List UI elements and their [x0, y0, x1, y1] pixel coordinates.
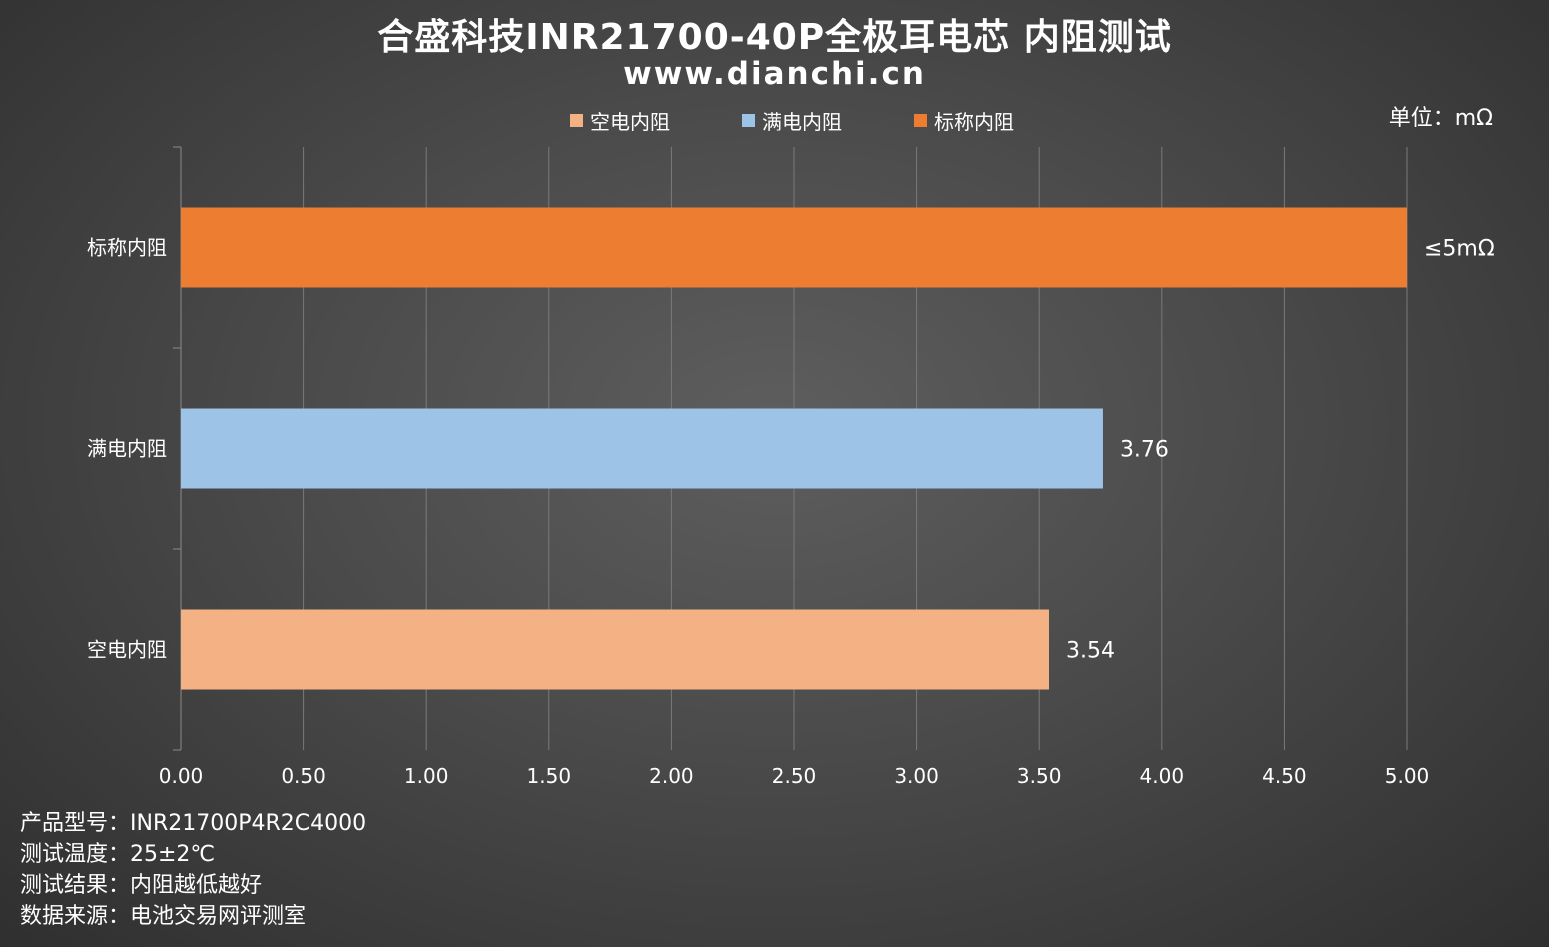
- x-tick-label: 1.00: [404, 764, 449, 788]
- legend-item-full: 满电内阻: [742, 106, 842, 135]
- bar: [181, 609, 1050, 690]
- x-tick-label: 2.50: [772, 764, 817, 788]
- legend-item-empty: 空电内阻: [570, 106, 670, 135]
- bar: [181, 408, 1103, 489]
- category-label: 空电内阻: [87, 638, 167, 662]
- x-tick-label: 4.50: [1262, 764, 1307, 788]
- x-tick-label: 3.50: [1017, 764, 1062, 788]
- note-model: 产品型号：INR21700P4R2C4000: [20, 811, 367, 836]
- category-label: 标称内阻: [87, 236, 167, 260]
- x-tick-label: 2.00: [649, 764, 694, 788]
- data-label: ≤5mΩ: [1424, 237, 1495, 262]
- legend-label: 空电内阻: [590, 110, 670, 134]
- x-tick-label: 1.50: [527, 764, 572, 788]
- x-tick-label: 0.00: [159, 764, 204, 788]
- x-tick-label: 4.00: [1140, 764, 1185, 788]
- notes: 产品型号：INR21700P4R2C4000 测试温度：25±2℃ 测试结果：内…: [20, 808, 366, 932]
- data-label: 3.76: [1120, 438, 1169, 463]
- chart-subtitle: www.dianchi.cn: [623, 56, 926, 92]
- x-tick-label: 5.00: [1385, 764, 1430, 788]
- x-tick-label: 3.00: [894, 764, 939, 788]
- legend-swatch: [570, 114, 583, 127]
- bar: [181, 207, 1407, 288]
- legend-item-nominal: 标称内阻: [914, 106, 1014, 135]
- data-label: 3.54: [1066, 639, 1115, 664]
- legend: 空电内阻 满电内阻 标称内阻: [0, 106, 1549, 136]
- legend-label: 满电内阻: [762, 110, 842, 134]
- note-result: 测试结果：内阻越低越好: [20, 873, 263, 898]
- x-tick-label: 0.50: [281, 764, 326, 788]
- chart-title: 合盛科技INR21700-40P全极耳电芯 内阻测试: [377, 17, 1172, 58]
- unit-label: 单位：mΩ: [1388, 106, 1493, 131]
- note-temperature: 测试温度：25±2℃: [20, 842, 216, 867]
- category-label: 满电内阻: [87, 437, 167, 461]
- note-source: 数据来源：电池交易网评测室: [20, 904, 307, 929]
- legend-swatch: [914, 114, 927, 127]
- legend-swatch: [742, 114, 755, 127]
- legend-label: 标称内阻: [934, 110, 1014, 134]
